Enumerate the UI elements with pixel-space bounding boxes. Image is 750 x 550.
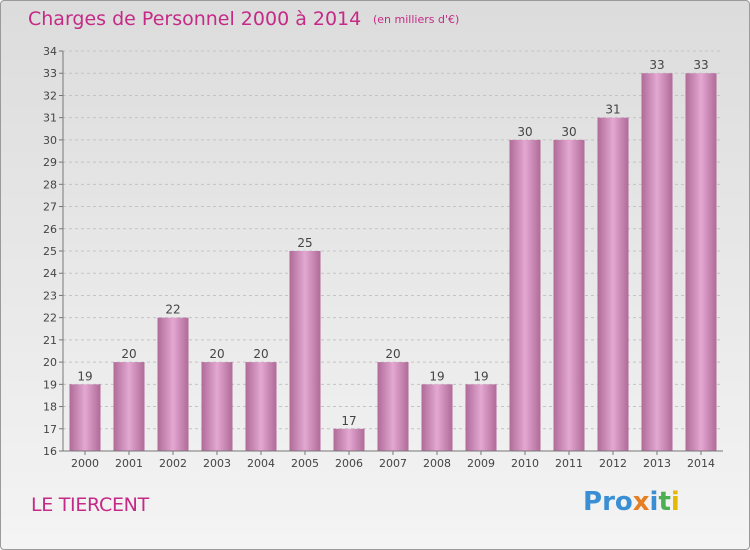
y-tick-label: 30	[43, 134, 57, 147]
x-tick-label: 2010	[511, 457, 539, 470]
data-label: 30	[517, 125, 532, 139]
data-label: 33	[693, 58, 708, 72]
data-label: 20	[253, 347, 268, 361]
x-tick-label: 2007	[379, 457, 407, 470]
y-tick-label: 18	[43, 401, 57, 414]
bar	[509, 139, 541, 451]
y-tick-label: 33	[43, 67, 57, 80]
logo-letter: t	[658, 487, 671, 517]
bar	[641, 73, 673, 451]
bar	[685, 73, 717, 451]
bar	[421, 384, 453, 451]
x-tick-label: 2014	[687, 457, 715, 470]
y-tick-label: 31	[43, 112, 57, 125]
x-tick-label: 2012	[599, 457, 627, 470]
bar	[245, 362, 277, 451]
y-tick-label: 24	[43, 267, 57, 280]
bar	[597, 117, 629, 452]
y-tick-label: 25	[43, 245, 57, 258]
y-tick-label: 28	[43, 178, 57, 191]
data-label: 17	[341, 414, 356, 428]
x-tick-label: 2005	[291, 457, 319, 470]
x-tick-label: 2006	[335, 457, 363, 470]
data-label: 30	[561, 125, 576, 139]
x-tick-label: 2004	[247, 457, 275, 470]
y-tick-label: 16	[43, 445, 57, 458]
data-label: 25	[297, 236, 312, 250]
y-tick-label: 29	[43, 156, 57, 169]
bar	[113, 362, 145, 451]
bar	[289, 251, 321, 451]
logo-letter: i	[649, 487, 659, 517]
data-label: 20	[121, 347, 136, 361]
logo-letter: r	[602, 487, 615, 517]
x-tick-label: 2000	[71, 457, 99, 470]
data-label: 31	[605, 103, 620, 117]
chart-title: Charges de Personnel 2000 à 2014	[28, 8, 362, 30]
logo-letter: i	[670, 487, 680, 517]
proxiti-logo: Proxiti	[583, 487, 680, 517]
x-tick-label: 2001	[115, 457, 143, 470]
logo-letter: x	[632, 487, 650, 517]
bar	[465, 384, 497, 451]
chart-subtitle: (en milliers d'€)	[373, 13, 460, 26]
data-label: 22	[165, 303, 180, 317]
data-label: 20	[385, 347, 400, 361]
bar	[553, 139, 585, 451]
y-tick-label: 21	[43, 334, 57, 347]
y-tick-label: 19	[43, 378, 57, 391]
data-label: 19	[77, 369, 92, 383]
x-tick-label: 2009	[467, 457, 495, 470]
x-tick-label: 2013	[643, 457, 671, 470]
bar	[333, 428, 365, 451]
data-label: 19	[429, 369, 444, 383]
x-tick-label: 2002	[159, 457, 187, 470]
logo-letter: P	[583, 487, 603, 517]
data-label: 19	[473, 369, 488, 383]
y-tick-label: 23	[43, 289, 57, 302]
y-tick-label: 27	[43, 201, 57, 214]
data-label: 33	[649, 58, 664, 72]
bar	[69, 384, 101, 451]
logo-letter: o	[614, 487, 633, 517]
bar	[377, 362, 409, 451]
bar	[157, 317, 189, 451]
x-tick-label: 2003	[203, 457, 231, 470]
x-tick-label: 2011	[555, 457, 583, 470]
y-tick-label: 22	[43, 312, 57, 325]
y-tick-label: 34	[43, 45, 57, 58]
x-tick-label: 2008	[423, 457, 451, 470]
y-tick-label: 20	[43, 356, 57, 369]
y-tick-label: 32	[43, 89, 57, 102]
commune-name: LE TIERCENT	[31, 494, 149, 516]
y-tick-label: 17	[43, 423, 57, 436]
y-tick-label: 26	[43, 223, 57, 236]
data-label: 20	[209, 347, 224, 361]
bar	[201, 362, 233, 451]
